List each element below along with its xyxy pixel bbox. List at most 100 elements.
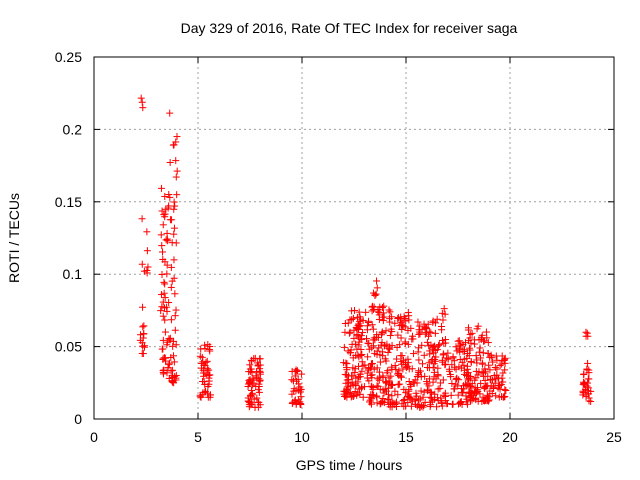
data-point xyxy=(379,386,387,394)
data-point xyxy=(296,383,304,391)
data-point xyxy=(172,173,180,181)
data-point xyxy=(580,371,588,379)
data-point xyxy=(166,159,174,167)
data-point xyxy=(452,343,460,351)
data-point xyxy=(415,330,423,338)
data-point xyxy=(479,349,487,357)
data-point xyxy=(164,237,172,245)
data-point xyxy=(344,319,352,327)
data-point xyxy=(256,377,264,385)
x-tick-label: 5 xyxy=(194,429,202,445)
data-point xyxy=(413,392,421,400)
data-point xyxy=(295,380,303,388)
data-point xyxy=(374,307,382,315)
data-point xyxy=(341,392,349,400)
data-point xyxy=(250,355,258,363)
data-point xyxy=(143,247,151,255)
data-point xyxy=(409,332,417,340)
data-point xyxy=(386,332,394,340)
data-point xyxy=(405,387,413,395)
data-point xyxy=(365,345,373,353)
data-point xyxy=(391,387,399,395)
data-point xyxy=(171,312,179,320)
data-point xyxy=(429,318,437,326)
data-point xyxy=(481,365,489,373)
data-point xyxy=(340,343,348,351)
data-point xyxy=(496,382,504,390)
data-point xyxy=(355,341,363,349)
data-point xyxy=(444,400,452,408)
data-point xyxy=(493,365,501,373)
data-point xyxy=(288,390,296,398)
data-point xyxy=(163,229,171,237)
data-point xyxy=(472,352,480,360)
data-point xyxy=(172,239,180,247)
data-point xyxy=(404,359,412,367)
data-point xyxy=(173,191,181,199)
data-point xyxy=(402,364,410,372)
data-point xyxy=(162,236,170,244)
data-point xyxy=(375,376,383,384)
data-point xyxy=(172,376,180,384)
data-point xyxy=(438,323,446,331)
data-point xyxy=(462,392,470,400)
data-point xyxy=(498,393,506,401)
data-point xyxy=(443,354,451,362)
data-point xyxy=(389,399,397,407)
data-point xyxy=(484,397,492,405)
data-point xyxy=(479,393,487,401)
data-point xyxy=(579,389,587,397)
data-point xyxy=(425,328,433,336)
data-point xyxy=(580,378,588,386)
data-point xyxy=(384,396,392,404)
data-point xyxy=(487,382,495,390)
data-point xyxy=(376,368,384,376)
data-point xyxy=(289,377,297,385)
data-point xyxy=(289,398,297,406)
x-tick-label: 20 xyxy=(502,429,518,445)
data-point xyxy=(450,357,458,365)
data-point xyxy=(476,390,484,398)
data-point xyxy=(342,379,350,387)
data-point xyxy=(341,328,349,336)
data-point xyxy=(161,316,169,324)
data-point xyxy=(170,352,178,360)
data-point xyxy=(355,326,363,334)
data-point xyxy=(203,357,211,365)
data-point xyxy=(375,315,383,323)
data-point xyxy=(245,400,253,408)
data-point xyxy=(143,267,151,275)
data-point xyxy=(166,216,174,224)
chart-title: Day 329 of 2016, Rate Of TEC Index for r… xyxy=(181,20,518,36)
data-point xyxy=(352,352,360,360)
data-point xyxy=(385,343,393,351)
data-point xyxy=(502,387,510,395)
data-point xyxy=(291,367,299,375)
data-point xyxy=(398,352,406,360)
data-point xyxy=(247,365,255,373)
data-point xyxy=(170,230,178,238)
data-point xyxy=(438,402,446,410)
data-point xyxy=(427,388,435,396)
data-point xyxy=(350,392,358,400)
data-point xyxy=(424,387,432,395)
data-point xyxy=(256,365,264,373)
data-point xyxy=(466,382,474,390)
data-point xyxy=(474,322,482,330)
data-point xyxy=(477,379,485,387)
data-point xyxy=(478,359,486,367)
data-point xyxy=(395,371,403,379)
data-point xyxy=(352,382,360,390)
x-tick-label: 0 xyxy=(90,429,98,445)
data-point xyxy=(373,392,381,400)
data-point xyxy=(353,391,361,399)
data-point xyxy=(397,334,405,342)
data-point xyxy=(373,364,381,372)
data-point xyxy=(249,381,257,389)
data-point xyxy=(205,345,213,353)
data-point xyxy=(171,202,179,210)
data-point xyxy=(166,109,174,117)
data-point xyxy=(349,314,357,322)
x-axis-label: GPS time / hours xyxy=(296,457,403,473)
data-point xyxy=(447,391,455,399)
